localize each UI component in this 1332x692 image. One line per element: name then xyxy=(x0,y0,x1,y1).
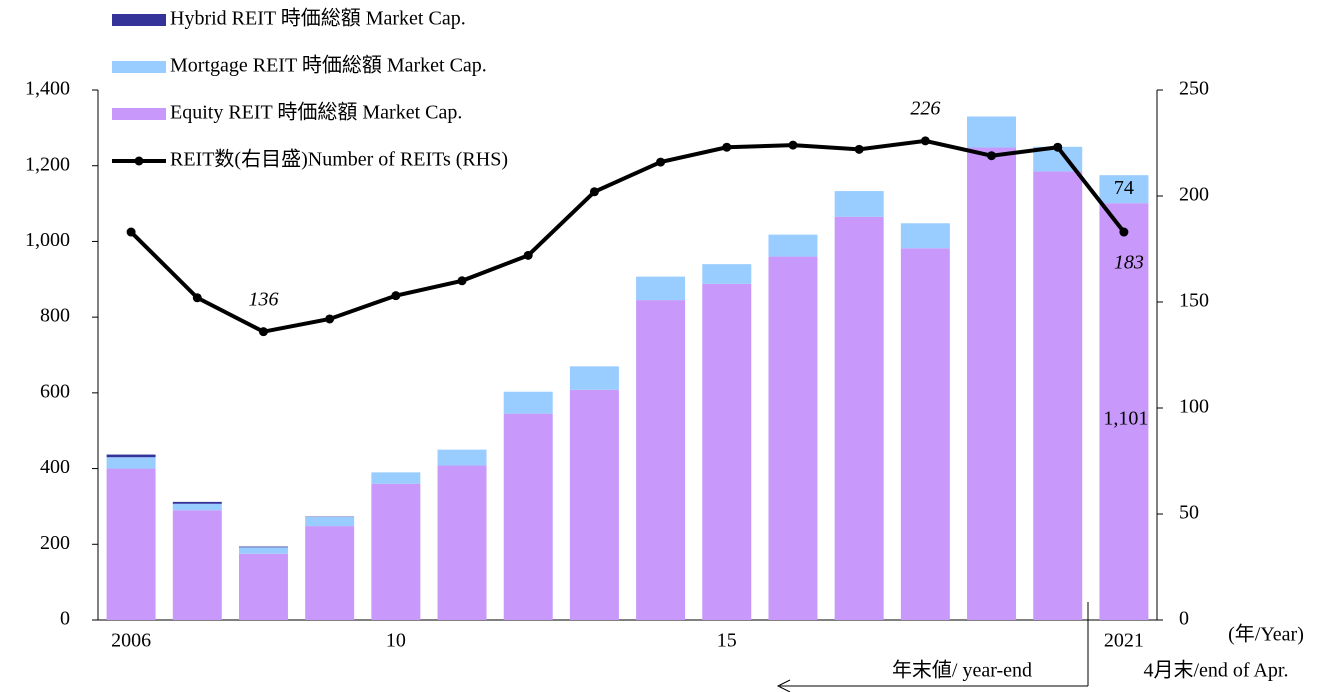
bar xyxy=(636,276,686,301)
x-tick-label: 2006 xyxy=(111,630,151,652)
bar xyxy=(900,248,950,620)
bar xyxy=(371,483,421,620)
x-axis-label: (年/Year) xyxy=(1228,623,1304,646)
bar xyxy=(437,449,487,466)
point xyxy=(1119,227,1129,237)
bar xyxy=(900,223,950,249)
point xyxy=(192,293,202,303)
bar xyxy=(371,472,421,484)
bar xyxy=(967,147,1017,621)
y-tick-label: 800 xyxy=(40,305,70,327)
legend-label: Mortgage REIT 時価総額 Market Cap. xyxy=(170,54,487,77)
bar xyxy=(569,389,619,620)
data-label: 1,101 xyxy=(1103,408,1148,430)
bar xyxy=(1099,175,1149,204)
bar xyxy=(305,526,355,620)
point xyxy=(722,142,732,152)
point xyxy=(457,276,467,286)
bar xyxy=(967,116,1017,148)
bar xyxy=(238,546,288,548)
y2-tick-label: 250 xyxy=(1179,78,1209,100)
y-tick-label: 200 xyxy=(40,532,70,554)
bar xyxy=(702,283,752,620)
bar xyxy=(305,517,355,527)
y2-tick-label: 200 xyxy=(1179,184,1209,206)
bar xyxy=(238,553,288,620)
bar xyxy=(172,510,222,620)
bar xyxy=(172,503,222,511)
bar xyxy=(437,465,487,620)
y-tick-label: 0 xyxy=(60,608,70,630)
bar xyxy=(1099,203,1149,620)
y2-tick-label: 100 xyxy=(1179,396,1209,418)
y-tick-label: 600 xyxy=(40,380,70,402)
legend-swatch xyxy=(112,108,166,120)
x-tick-label: 2021 xyxy=(1104,630,1144,652)
bar xyxy=(1033,171,1083,620)
bar xyxy=(636,300,686,620)
y-tick-label: 1,400 xyxy=(25,78,70,100)
legend-marker xyxy=(134,156,144,166)
bar xyxy=(106,468,156,620)
y2-tick-label: 0 xyxy=(1179,608,1189,630)
legend-swatch xyxy=(112,14,166,26)
bar xyxy=(834,216,884,621)
arrow-head xyxy=(776,679,791,692)
legend-label: Equity REIT 時価総額 Market Cap. xyxy=(170,101,462,124)
bar xyxy=(834,191,884,217)
data-label: 136 xyxy=(248,288,278,310)
bar xyxy=(106,457,156,469)
annotation: 4月末/end of Apr. xyxy=(1144,659,1289,682)
bar xyxy=(768,256,818,620)
bar xyxy=(106,454,156,458)
data-label: 183 xyxy=(1114,252,1144,274)
y-tick-label: 1,200 xyxy=(25,153,70,175)
y2-tick-label: 50 xyxy=(1179,502,1199,524)
bar xyxy=(702,264,752,284)
point xyxy=(987,151,997,161)
y2-tick-label: 150 xyxy=(1179,290,1209,312)
point xyxy=(589,187,599,197)
point xyxy=(854,144,864,154)
bar xyxy=(172,501,222,504)
data-label: 226 xyxy=(910,97,940,119)
point xyxy=(391,291,401,301)
legend-label: REIT数(右目盛)Number of REITs (RHS) xyxy=(170,148,508,171)
bar xyxy=(569,366,619,390)
point xyxy=(656,157,666,167)
point xyxy=(258,327,268,337)
bar xyxy=(503,391,553,414)
bar xyxy=(503,413,553,620)
point xyxy=(126,227,136,237)
annotation: 年末値/ year-end xyxy=(892,659,1032,682)
legend-swatch xyxy=(112,61,166,73)
point xyxy=(523,250,533,260)
x-tick-label: 10 xyxy=(386,630,406,652)
y-tick-label: 400 xyxy=(40,456,70,478)
y-tick-label: 1,000 xyxy=(25,229,70,251)
point xyxy=(788,140,798,150)
x-tick-label: 15 xyxy=(717,630,737,652)
bar xyxy=(768,234,818,257)
data-label: 74 xyxy=(1114,177,1134,199)
bar xyxy=(238,547,288,554)
legend-label: Hybrid REIT 時価総額 Market Cap. xyxy=(170,7,466,30)
point xyxy=(1053,142,1063,152)
line xyxy=(129,138,1126,334)
point xyxy=(920,136,930,146)
point xyxy=(325,314,335,324)
